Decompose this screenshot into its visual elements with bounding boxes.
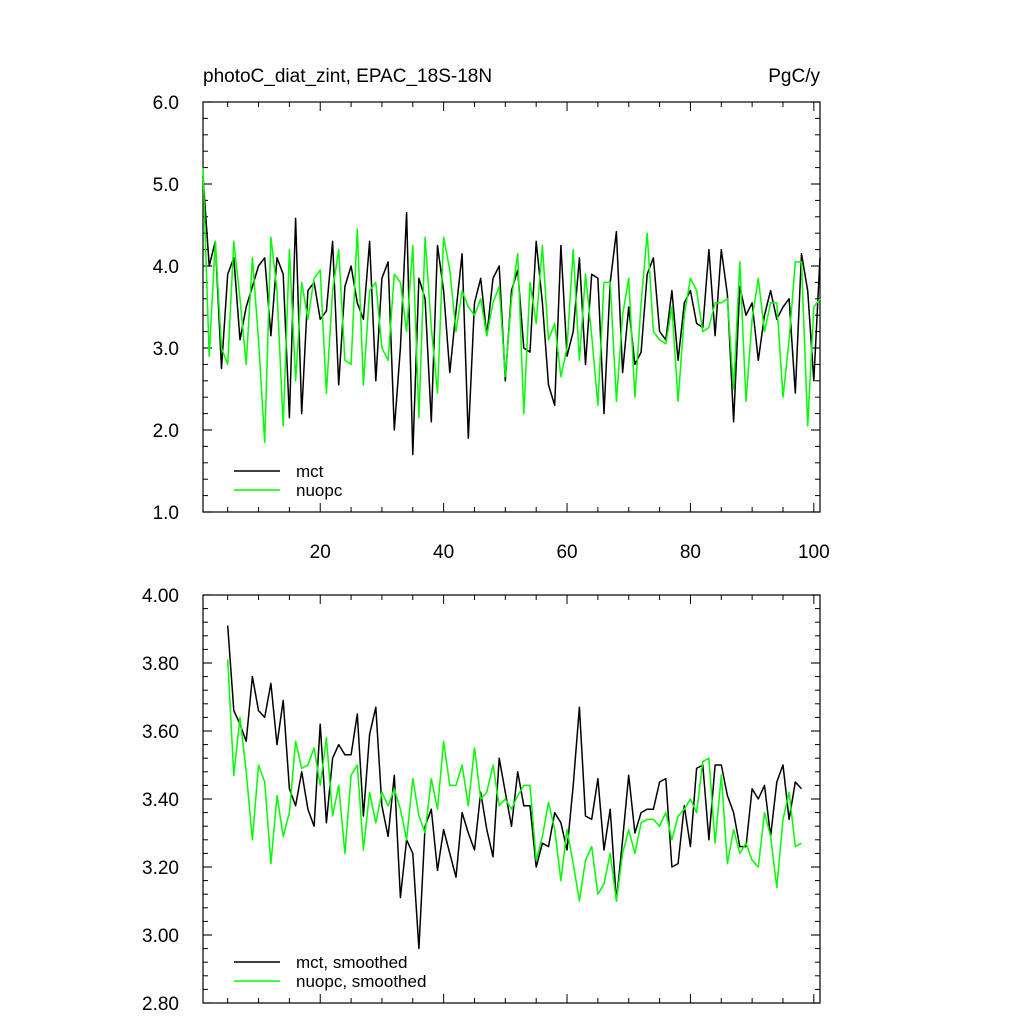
y-tick-label: 3.0 <box>153 339 179 360</box>
legend-label-mct-smoothed: mct, smoothed <box>296 953 408 972</box>
y-tick-label: 2.80 <box>142 994 179 1015</box>
legend-label-nuopc-smoothed: nuopc, smoothed <box>296 972 426 991</box>
y-tick-label: 3.00 <box>142 926 179 947</box>
x-tick-label: 60 <box>556 542 577 563</box>
y-tick-label: 1.0 <box>153 503 179 524</box>
top-panel-units: PgC/y <box>768 66 820 87</box>
bottom-panel: 2.80 3.00 3.20 3.40 3.60 3.80 4.00 mct, smooth… <box>142 586 821 1015</box>
top-legend: mct nuopc <box>234 462 343 500</box>
top-panel-title: photoC_diat_zint, EPAC_18S-18N <box>203 66 492 87</box>
y-tick-label: 3.40 <box>142 790 179 811</box>
bottom-legend: mct, smoothed nuopc, smoothed <box>234 953 426 991</box>
x-tick-label: 100 <box>798 542 830 563</box>
y-tick-label: 5.0 <box>153 175 179 196</box>
top-series-nuopc <box>202 167 821 444</box>
top-x-ticks: 20 40 60 80 100 <box>227 102 830 563</box>
y-tick-label: 3.60 <box>142 722 179 743</box>
x-tick-label: 80 <box>680 542 701 563</box>
legend-label-mct: mct <box>296 462 324 481</box>
legend-label-nuopc: nuopc <box>296 481 343 500</box>
bottom-y-ticks: 2.80 3.00 3.20 3.40 3.60 3.80 4.00 <box>142 586 820 1015</box>
top-y-ticks: 1.0 2.0 3.0 4.0 5.0 6.0 <box>153 93 820 524</box>
x-tick-label: 40 <box>433 542 454 563</box>
y-tick-label: 4.00 <box>142 586 179 607</box>
y-tick-label: 6.0 <box>153 93 179 114</box>
y-tick-label: 2.0 <box>153 421 179 442</box>
bottom-x-ticks <box>227 595 815 1003</box>
y-tick-label: 3.20 <box>142 858 179 879</box>
bottom-series-mct-smoothed <box>226 625 803 950</box>
bottom-series-lines <box>226 625 803 950</box>
top-plot-frame <box>202 101 821 513</box>
y-tick-label: 3.80 <box>142 654 179 675</box>
x-tick-label: 20 <box>310 542 331 563</box>
top-series-lines <box>202 167 821 456</box>
bottom-series-nuopc-smoothed <box>226 659 802 902</box>
y-tick-label: 4.0 <box>153 257 179 278</box>
top-series-mct <box>202 175 821 456</box>
top-panel: photoC_diat_zint, EPAC_18S-18N PgC/y 1.0… <box>153 66 830 563</box>
